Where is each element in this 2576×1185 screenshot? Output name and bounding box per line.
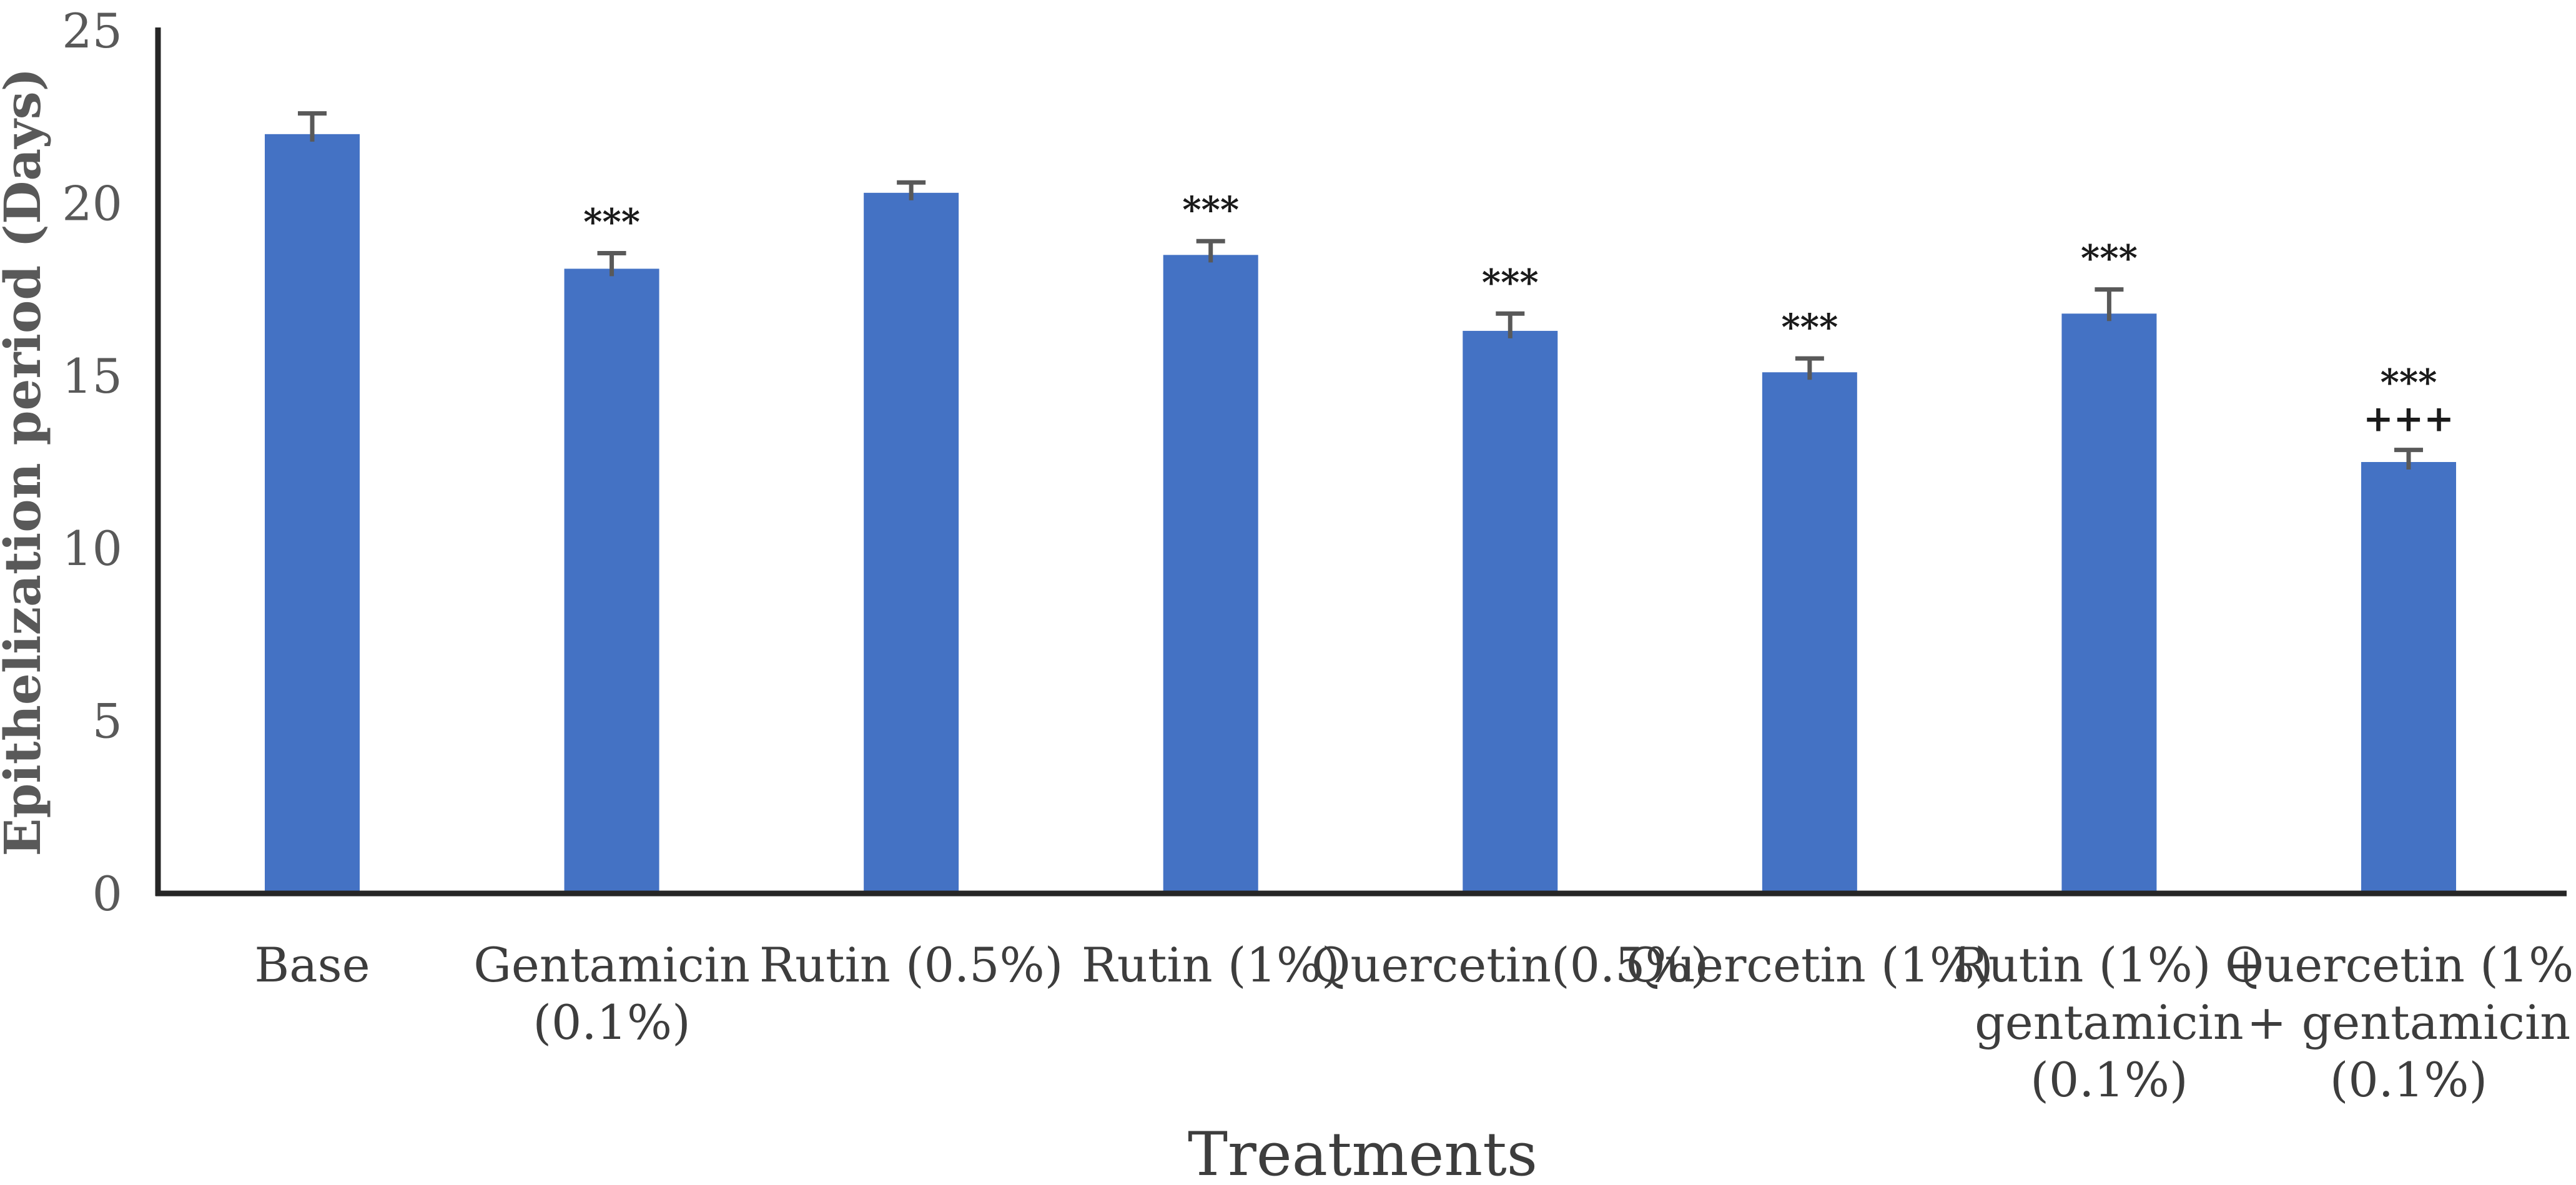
bar-6: [1762, 372, 1857, 893]
category-label-2-line-1: Gentamicin: [473, 937, 750, 993]
significance-marker-8-2: +++: [2363, 398, 2454, 440]
significance-marker-4-1: ***: [1182, 189, 1239, 231]
significance-marker-8-1: ***: [2380, 361, 2437, 404]
significance-marker-6-1: ***: [1781, 306, 1838, 348]
category-label-8-line-1: Quercetin (1%): [2225, 937, 2576, 993]
bar-7: [2061, 313, 2157, 893]
significance-marker-5-1: ***: [1482, 261, 1539, 303]
category-label-6-line-1: Quercetin (1%): [1626, 937, 1993, 993]
category-label-4-line-1: Rutin (1%): [1082, 937, 1340, 993]
category-label-7-line-2: gentamicin: [1975, 995, 2244, 1050]
y-tick-label-15: 15: [62, 348, 122, 404]
bar-8: [2361, 462, 2456, 893]
category-label-1-line-1: Base: [254, 937, 370, 993]
category-label-8-line-3: (0.1%): [2330, 1052, 2487, 1108]
y-tick-label-0: 0: [92, 866, 122, 922]
bar-3: [864, 192, 959, 893]
category-label-5-line-1: Quercetin(0.5%): [1311, 937, 1709, 993]
significance-marker-7-1: ***: [2081, 237, 2138, 280]
significance-marker-2-1: ***: [583, 201, 640, 243]
y-tick-label-25: 25: [62, 3, 122, 59]
bar-4: [1163, 255, 1258, 893]
y-axis-title: Epithelization period (Days): [0, 67, 52, 856]
category-label-7-line-3: (0.1%): [2030, 1052, 2188, 1108]
category-label-8-line-2: + gentamicin: [2247, 995, 2570, 1050]
category-label-7-line-1: Rutin (1%) +: [1952, 937, 2266, 993]
y-tick-label-5: 5: [92, 694, 122, 749]
bar-2: [564, 268, 659, 893]
bar-1: [265, 134, 360, 894]
category-label-2-line-2: (0.1%): [533, 995, 690, 1050]
y-tick-label-10: 10: [62, 521, 122, 576]
category-label-3-line-1: Rutin (0.5%): [759, 937, 1063, 993]
x-axis-title: Treatments: [1188, 1119, 1537, 1185]
y-tick-label-20: 20: [62, 175, 122, 231]
bar-5: [1463, 330, 1558, 893]
